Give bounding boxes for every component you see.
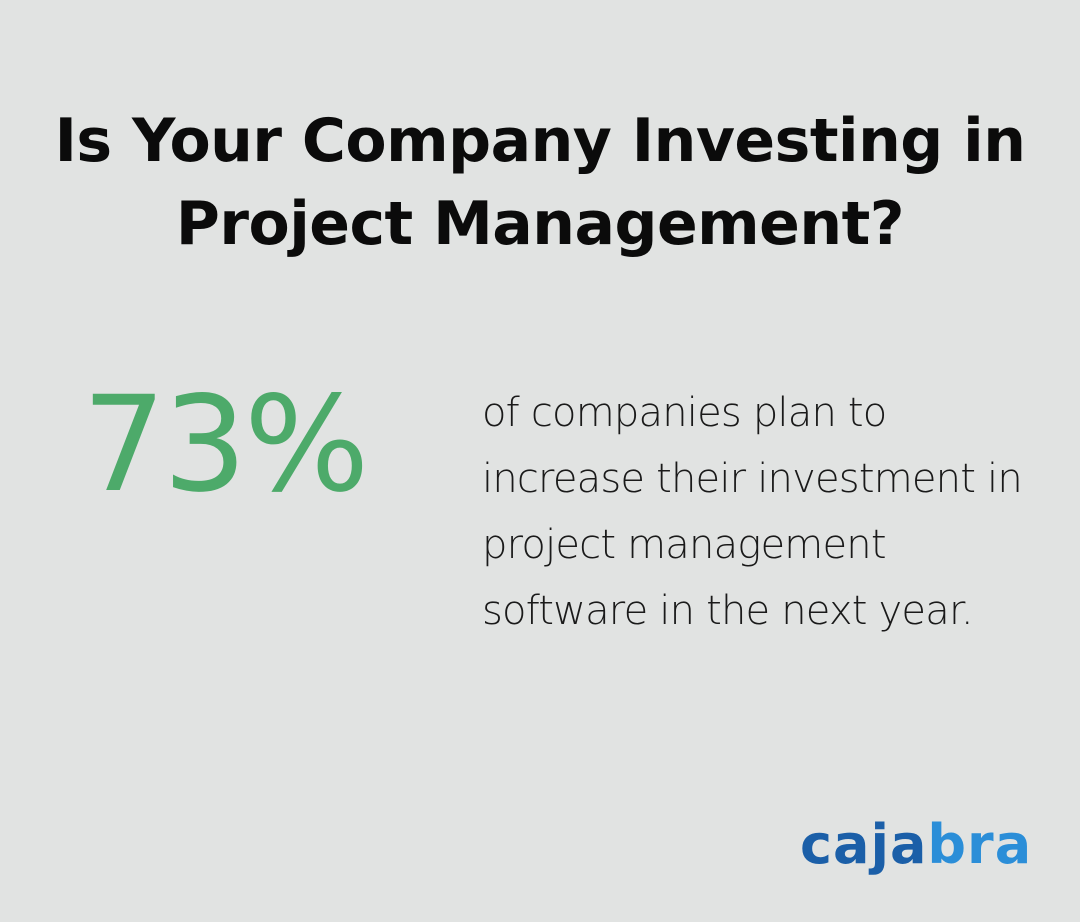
headline: Is Your Company Investing in Project Man… [54, 106, 1026, 259]
stat-percentage: 73% [82, 368, 369, 522]
logo-text-part-1: caja [800, 813, 928, 876]
logo-text-part-2: bra [927, 813, 1033, 876]
brand-logo: cajabra [800, 810, 1050, 890]
stat-description: of companies plan to increase their inve… [482, 390, 1023, 634]
